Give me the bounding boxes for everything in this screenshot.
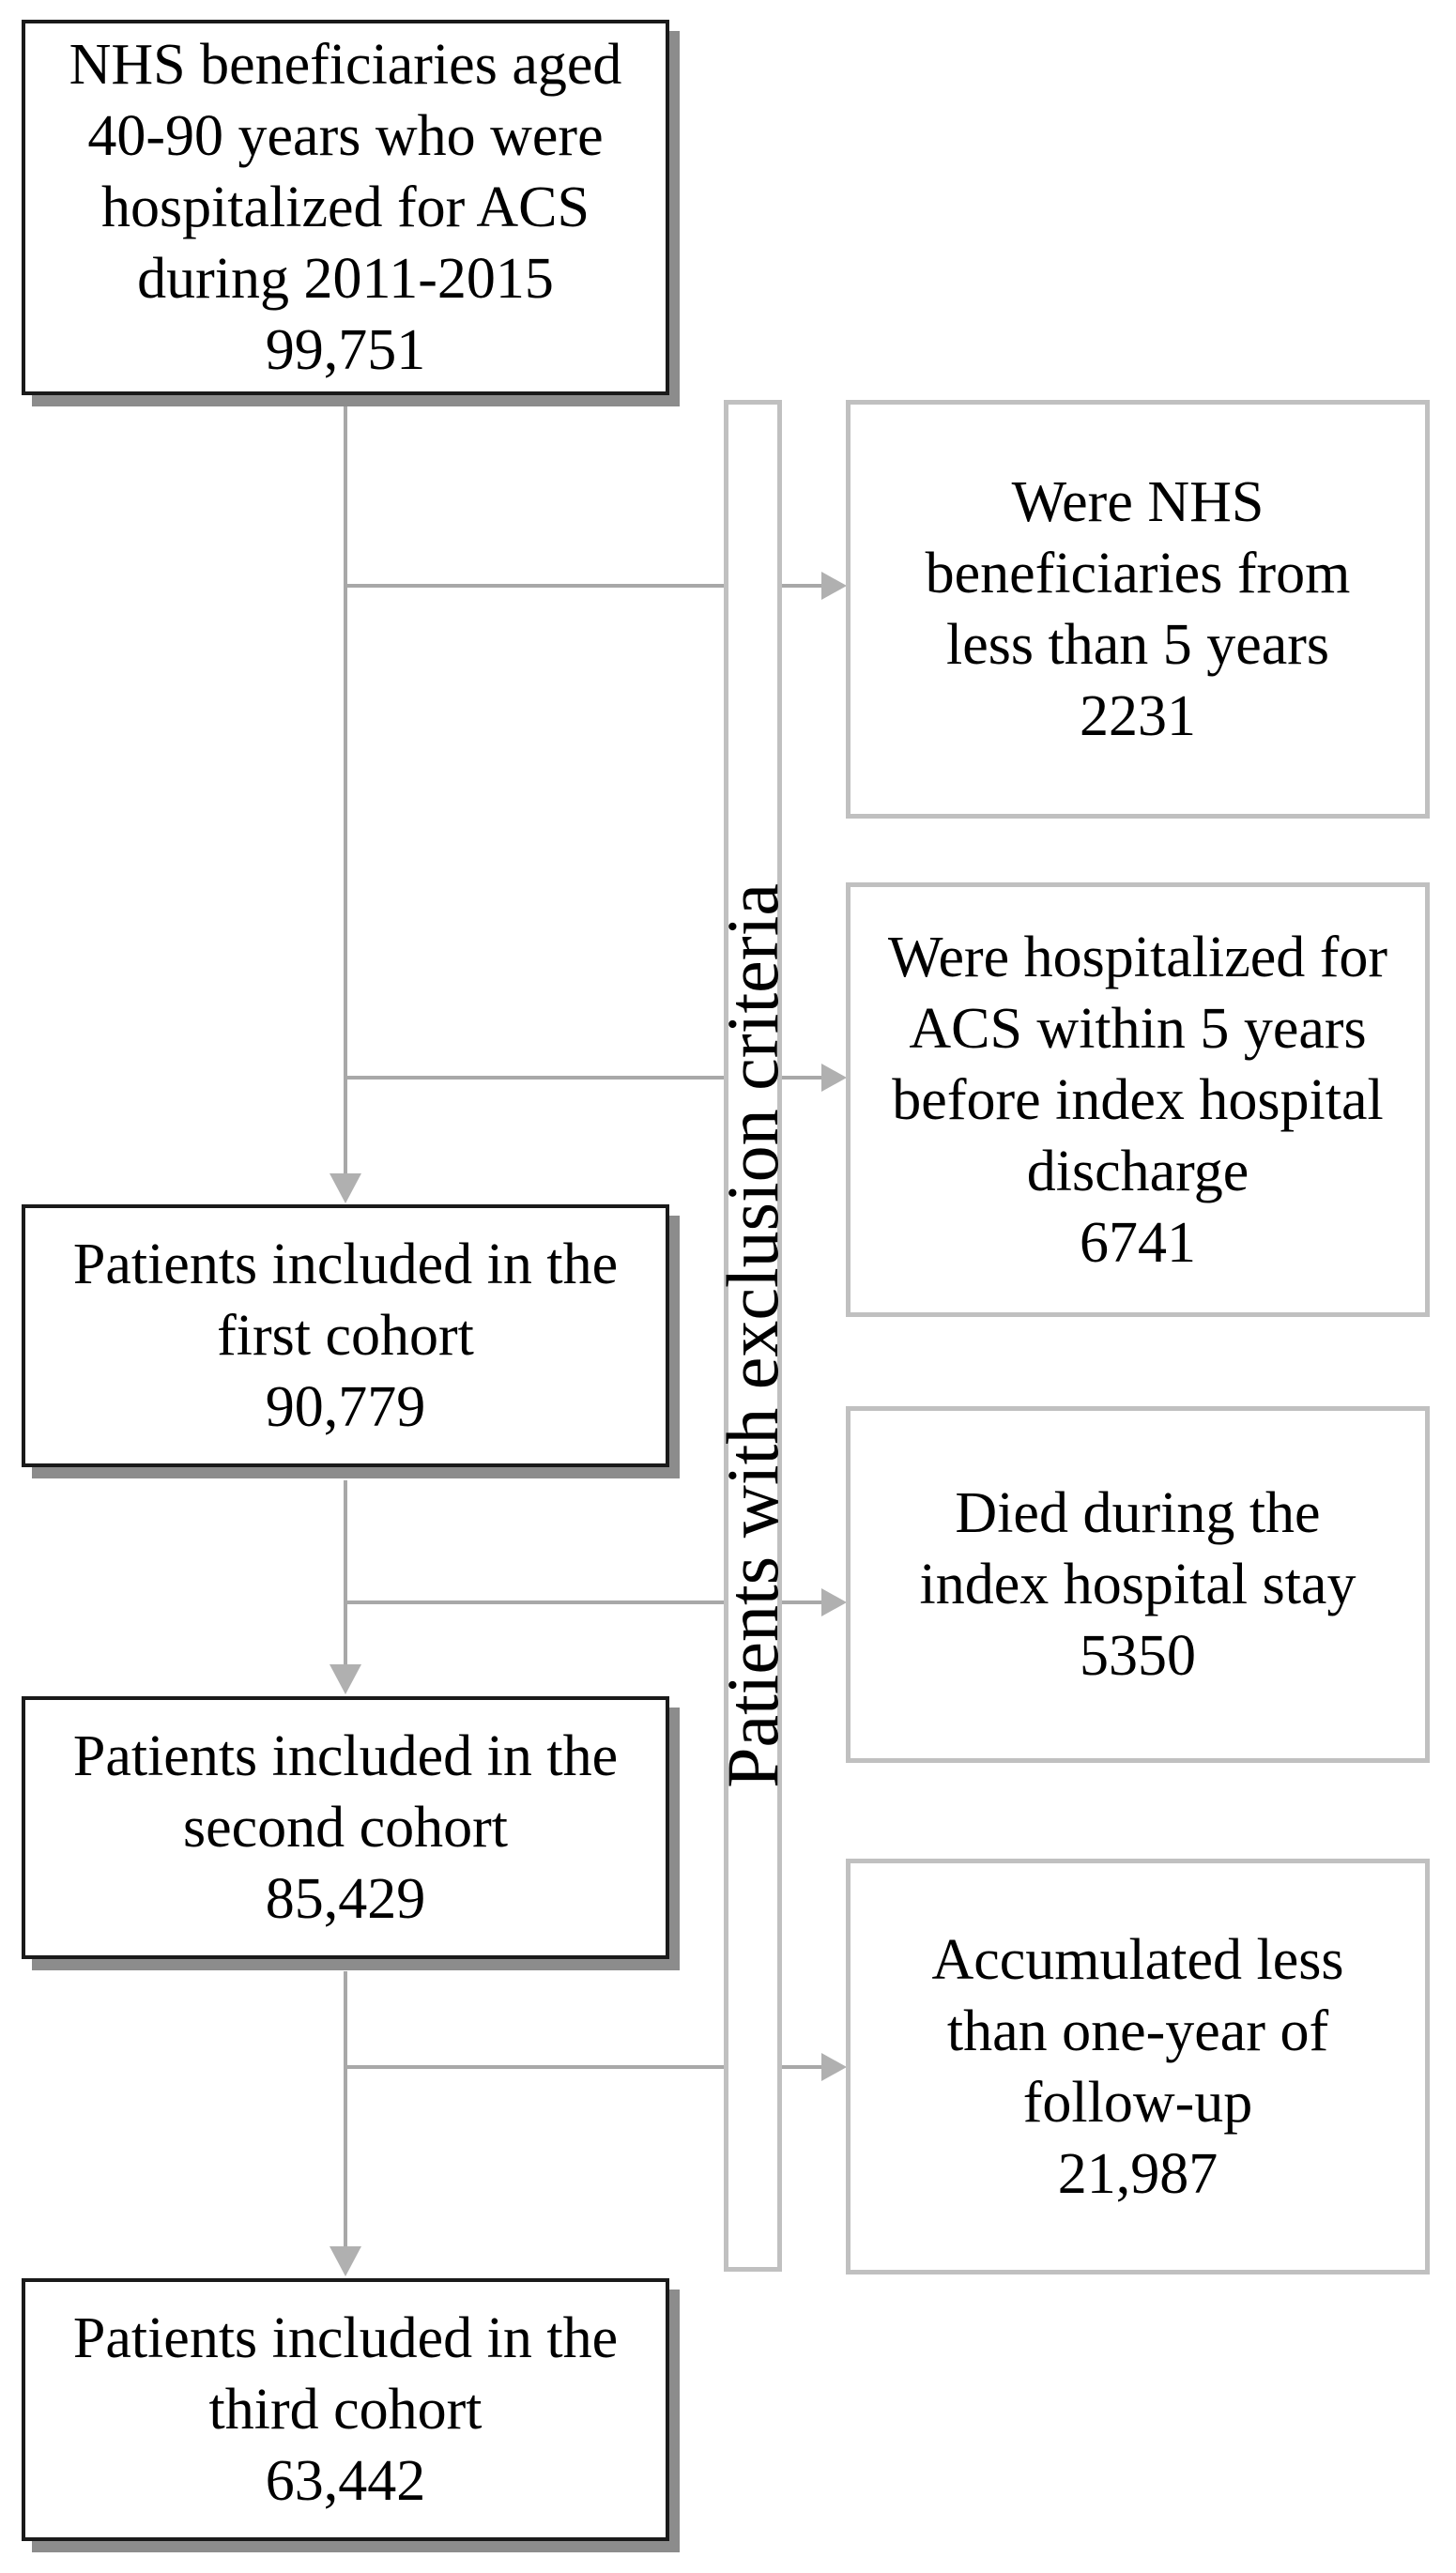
box-text-line: 40-90 years who were: [87, 104, 604, 168]
exclusion-box-3: Died during the index hospital stay 5350: [846, 1406, 1430, 1763]
box-text-line: Patients included in the: [72, 2306, 619, 2370]
box-text-line: Were hospitalized for: [887, 925, 1388, 989]
connector-source-to-cohort1: [344, 395, 347, 1175]
box-text-line: Accumulated less: [931, 1927, 1344, 1992]
box-text-line: first cohort: [217, 1304, 474, 1368]
count-value: 6741: [1080, 1210, 1196, 1275]
box-text-line: Patients included in the: [72, 1724, 619, 1788]
connector-cohort1-to-cohort2: [344, 1480, 347, 1666]
arrow-down-icon: [330, 1173, 361, 1203]
count-value: 2231: [1080, 684, 1196, 748]
connector-cohort2-to-cohort3: [344, 1971, 347, 2248]
count-value: 85,429: [265, 1867, 426, 1931]
arrow-right-icon: [821, 1064, 847, 1092]
exclusion-box-2: Were hospitalized for ACS within 5 years…: [846, 882, 1430, 1317]
connector-branch-exclusion-4: [344, 2065, 823, 2069]
arrow-right-icon: [821, 2053, 847, 2081]
exclusion-box-1: Were NHS beneficiaries from less than 5 …: [846, 400, 1430, 819]
count-value: 5350: [1080, 1624, 1196, 1688]
box-text-line: Were NHS: [1011, 470, 1264, 534]
count-value: 63,442: [265, 2449, 426, 2513]
second-cohort-box: Patients included in the second cohort 8…: [22, 1696, 669, 1959]
box-text-line: NHS beneficiaries aged: [69, 33, 622, 97]
arrow-down-icon: [330, 1664, 361, 1694]
count-value: 90,779: [265, 1375, 426, 1439]
box-text-line: Patients included in the: [72, 1233, 619, 1296]
source-population-box: NHS beneficiaries aged 40-90 years who w…: [22, 20, 669, 395]
exclusion-box-4: Accumulated less than one-year of follow…: [846, 1859, 1430, 2274]
box-text-line: before index hospital: [892, 1067, 1384, 1132]
box-text-line: index hospital stay: [919, 1553, 1356, 1616]
box-text-line: hospitalized for ACS: [100, 176, 590, 239]
exclusion-criteria-label-box: Patients with exclusion criteria: [712, 400, 793, 2272]
box-text-line: than one-year of: [946, 1999, 1329, 2063]
first-cohort-box: Patients included in the first cohort 90…: [22, 1204, 669, 1467]
box-text-line: second cohort: [182, 1796, 509, 1860]
count-value: 99,751: [265, 318, 426, 382]
connector-branch-exclusion-3: [344, 1600, 823, 1604]
box-text-line: follow-up: [1022, 2070, 1253, 2135]
count-value: 21,987: [1057, 2141, 1218, 2206]
arrow-down-icon: [330, 2246, 361, 2276]
box-text-line: beneficiaries from: [925, 542, 1351, 605]
connector-branch-exclusion-2: [344, 1076, 823, 1080]
box-text-line: Died during the: [955, 1481, 1321, 1545]
connector-branch-exclusion-1: [344, 584, 823, 588]
exclusion-criteria-label: Patients with exclusion criteria: [712, 883, 793, 1788]
box-text-line: third cohort: [208, 2378, 483, 2442]
arrow-right-icon: [821, 1588, 847, 1616]
box-text-line: discharge: [1026, 1139, 1249, 1203]
third-cohort-box: Patients included in the third cohort 63…: [22, 2278, 669, 2541]
arrow-right-icon: [821, 572, 847, 600]
box-text-line: less than 5 years: [945, 613, 1330, 677]
box-text-line: ACS within 5 years: [909, 996, 1367, 1061]
box-text-line: during 2011-2015: [137, 247, 554, 311]
